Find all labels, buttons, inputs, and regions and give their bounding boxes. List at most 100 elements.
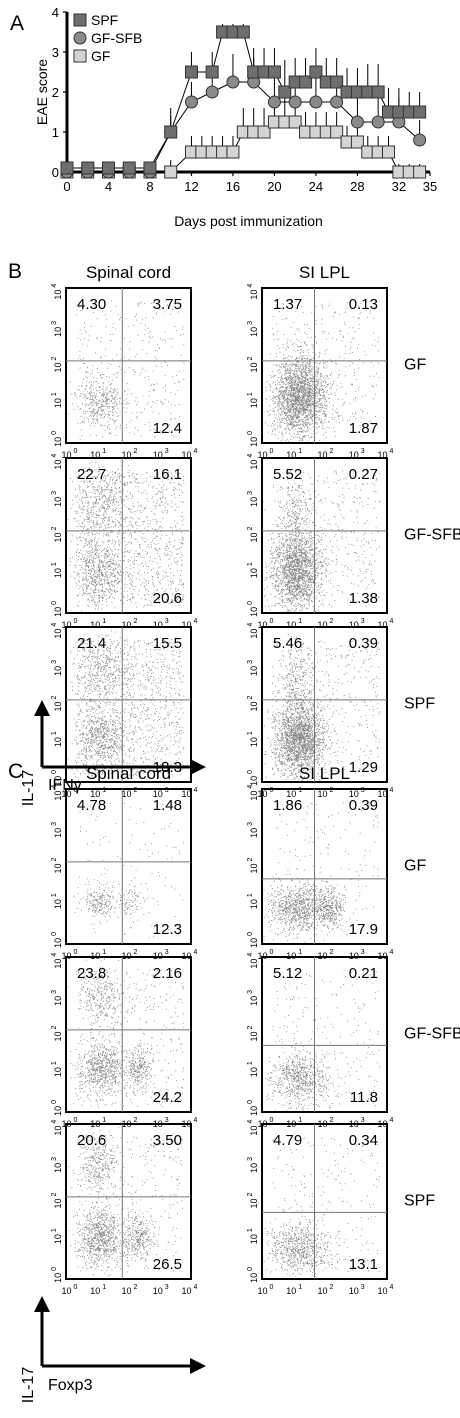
quadrant-value-top-left: 22.7	[77, 466, 106, 483]
y-tick-exponent: 2	[247, 696, 254, 700]
quadrant-value-bottom-right: 26.5	[153, 1256, 182, 1273]
y-tick-exponent: 1	[247, 731, 254, 735]
y-tick-label: 10	[249, 863, 259, 873]
y-tick-exponent: 4	[247, 1120, 254, 1124]
y-axis-arrowhead	[34, 1296, 50, 1312]
x-tick-label: 10	[153, 620, 163, 630]
x-tick-label: 10	[349, 450, 359, 460]
y-tick-label: 10	[53, 1126, 63, 1136]
y-tick-exponent: 2	[51, 696, 58, 700]
y-tick-exponent: 1	[51, 1228, 58, 1232]
x-tick-exponent: 3	[165, 1284, 169, 1291]
data-point	[226, 75, 240, 89]
y-tick-label: 10	[53, 1273, 63, 1283]
x-axis-arrowhead	[190, 1358, 206, 1374]
plot-frame	[65, 287, 192, 444]
legend-label: GF	[91, 48, 110, 64]
data-point	[60, 161, 74, 175]
quadrant-value-bottom-right: 12.4	[153, 420, 182, 437]
y-tick-exponent: 1	[247, 1228, 254, 1232]
y-tick-exponent: 0	[247, 601, 254, 605]
x-tick-label: 28	[350, 179, 364, 194]
x-tick-label: 10	[286, 450, 296, 460]
quadrant-value-top-left: 4.30	[77, 296, 106, 313]
y-tick-label: 10	[249, 362, 259, 372]
y-tick-label: 10	[249, 996, 259, 1006]
y-tick-exponent: 1	[247, 392, 254, 396]
x-tick-label: 10	[121, 620, 131, 630]
y-tick-exponent: 0	[51, 770, 58, 774]
x-tick-exponent: 4	[390, 1117, 394, 1124]
x-axis-arrowhead	[190, 759, 206, 775]
data-point	[330, 75, 344, 89]
data-point	[164, 165, 178, 179]
x-tick-exponent: 1	[102, 1117, 106, 1124]
plot-frame	[65, 956, 192, 1113]
panel-label-b: B	[8, 260, 22, 283]
x-tick-exponent: 2	[134, 1284, 138, 1291]
x-tick-exponent: 4	[194, 1284, 198, 1291]
legend-marker	[73, 13, 87, 27]
x-tick-exponent: 1	[298, 1117, 302, 1124]
event-dots	[263, 633, 381, 781]
y-tick-label: 10	[53, 791, 63, 801]
y-tick-label: 10	[249, 791, 259, 801]
data-point	[101, 161, 115, 175]
data-point	[236, 25, 250, 39]
y-tick-label: 10	[53, 737, 63, 747]
x-tick-label: 10	[90, 620, 100, 630]
y-tick-exponent: 2	[247, 527, 254, 531]
y-tick-exponent: 0	[247, 431, 254, 435]
x-tick-label: 10	[286, 789, 296, 799]
y-tick-label: 10	[249, 497, 259, 507]
y-tick-label: 10	[249, 1163, 259, 1173]
x-tick-exponent: 2	[330, 1117, 334, 1124]
event-dots	[68, 300, 185, 440]
x-tick-exponent: 4	[390, 1284, 394, 1291]
y-tick-label: 10	[53, 1106, 63, 1116]
data-point	[413, 105, 427, 119]
plot-frame	[261, 1123, 388, 1280]
data-point	[267, 95, 281, 109]
quadrant-value-top-left: 1.86	[273, 797, 302, 814]
data-point	[413, 133, 427, 147]
x-tick-exponent: 3	[165, 448, 169, 455]
y-tick-exponent: 0	[247, 932, 254, 936]
x-tick-exponent: 1	[102, 787, 106, 794]
y-tick-label: 10	[53, 959, 63, 969]
x-tick-exponent: 0	[74, 448, 78, 455]
data-point	[288, 115, 302, 129]
x-tick-exponent: 2	[134, 1117, 138, 1124]
x-tick-label: 4	[105, 179, 112, 194]
x-tick-exponent: 4	[194, 949, 198, 956]
y-axis-label: EAE score	[34, 59, 50, 125]
y-tick-label: 10	[249, 1067, 259, 1077]
x-tick-label: 10	[257, 1286, 267, 1296]
y-tick-exponent: 0	[51, 1100, 58, 1104]
y-tick-exponent: 0	[247, 770, 254, 774]
x-tick-label: 10	[377, 789, 387, 799]
quadrant-value-top-left: 20.6	[77, 1132, 106, 1149]
x-tick-label: 10	[121, 1286, 131, 1296]
data-point	[205, 65, 219, 79]
y-tick-exponent: 3	[247, 990, 254, 994]
x-axis-label: Foxp3	[48, 1377, 93, 1394]
x-tick-label: 10	[153, 1286, 163, 1296]
data-point	[371, 85, 385, 99]
y-tick-exponent: 0	[247, 1267, 254, 1271]
x-tick-exponent: 3	[361, 1284, 365, 1291]
event-dots	[68, 630, 185, 782]
plot-frame	[261, 956, 388, 1113]
x-tick-exponent: 1	[298, 618, 302, 625]
y-tick-label: 10	[53, 938, 63, 948]
y-tick-label: 10	[53, 996, 63, 1006]
y-axis-label: IL-17	[20, 770, 37, 807]
x-tick-exponent: 1	[102, 448, 106, 455]
quadrant-value-bottom-right: 13.1	[349, 1256, 378, 1273]
